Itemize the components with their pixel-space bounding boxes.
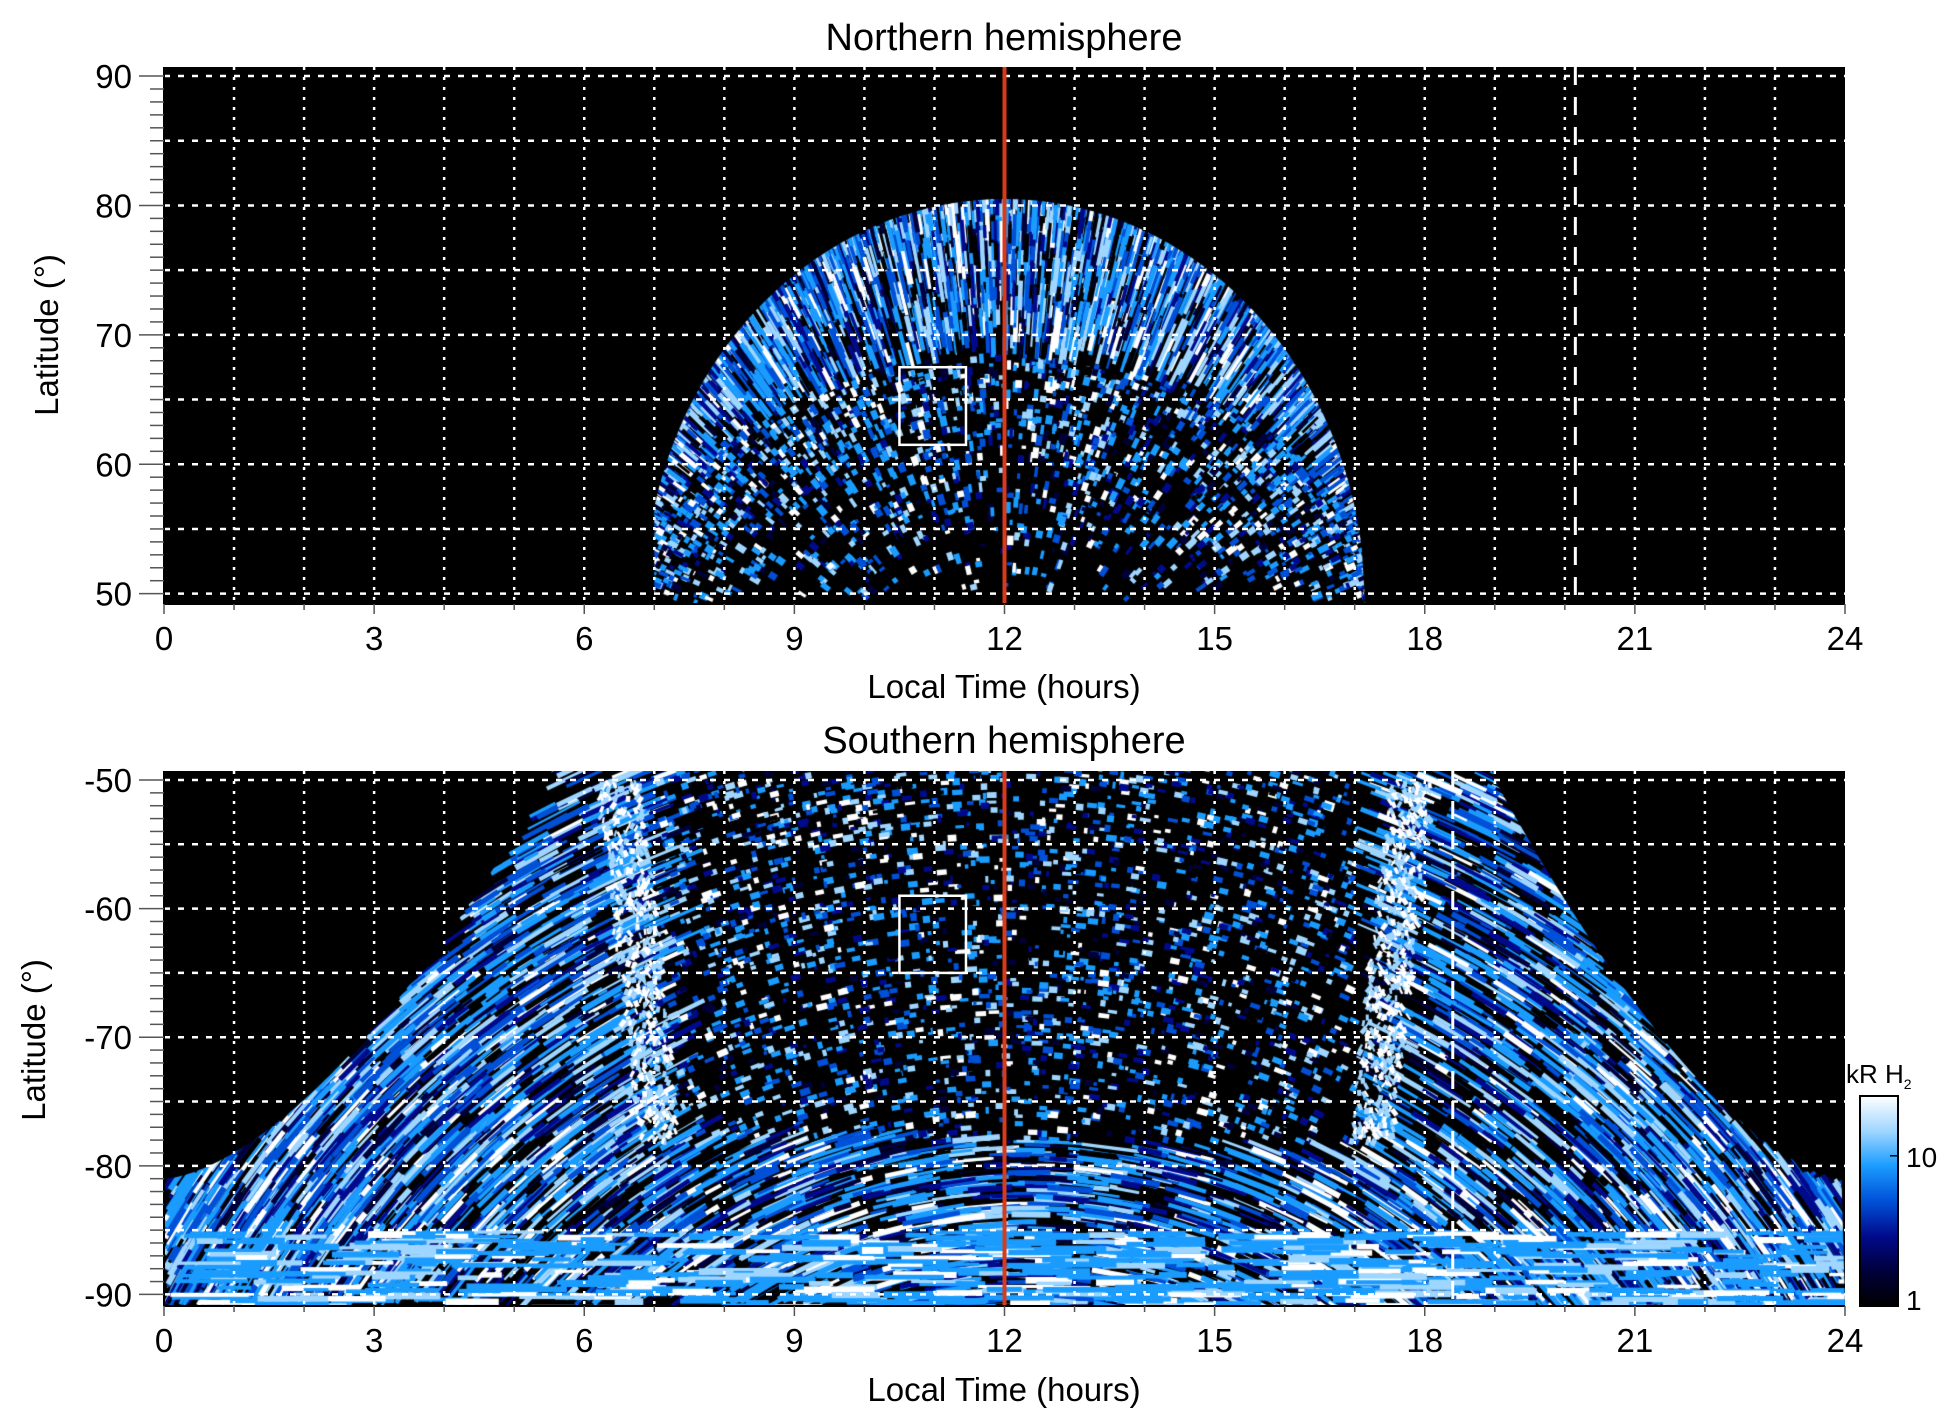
south-ylabel: Latitude (°) <box>15 959 52 1121</box>
x-tick-label: 6 <box>575 1322 593 1359</box>
region-box <box>898 894 968 975</box>
x-tick-label: 24 <box>1827 620 1864 657</box>
y-tick-label: -90 <box>84 1276 132 1313</box>
north-title: Northern hemisphere <box>826 17 1183 59</box>
x-tick-label: 12 <box>986 1322 1023 1359</box>
x-tick-label: 15 <box>1196 1322 1233 1359</box>
y-tick-label: 90 <box>95 58 132 95</box>
x-tick-label: 15 <box>1196 620 1233 657</box>
x-tick-label: 0 <box>155 1322 173 1359</box>
colorbar-label: kR H2 <box>1846 1059 1912 1092</box>
x-tick-label: 3 <box>365 1322 383 1359</box>
y-tick-label: -70 <box>84 1019 132 1056</box>
colorbar-label-text: kR H <box>1846 1059 1904 1089</box>
y-tick-label: 80 <box>95 187 132 224</box>
y-tick-label: -60 <box>84 891 132 928</box>
colorbar-frame <box>1859 1095 1899 1307</box>
x-tick-label: 18 <box>1406 1322 1443 1359</box>
colorbar-tick-label: 1 <box>1906 1285 1922 1316</box>
south-title: Southern hemisphere <box>822 720 1185 762</box>
x-tick-label: 24 <box>1827 1322 1864 1359</box>
north-ylabel: Latitude (°) <box>28 254 65 416</box>
x-tick-label: 6 <box>575 620 593 657</box>
x-tick-label: 9 <box>785 620 803 657</box>
y-tick-label: -80 <box>84 1148 132 1185</box>
x-tick-label: 3 <box>365 620 383 657</box>
y-tick-label: -50 <box>84 762 132 799</box>
colorbar-gradient <box>1860 1096 1898 1306</box>
colorbar-label-subscript: 2 <box>1904 1076 1912 1092</box>
north-xlabel: Local Time (hours) <box>867 668 1140 705</box>
y-tick-label: 70 <box>95 317 132 354</box>
x-tick-label: 0 <box>155 620 173 657</box>
x-tick-label: 12 <box>986 620 1023 657</box>
x-tick-label: 9 <box>785 1322 803 1359</box>
y-tick-label: 50 <box>95 576 132 613</box>
south-xlabel: Local Time (hours) <box>867 1371 1140 1408</box>
x-tick-label: 21 <box>1617 620 1654 657</box>
region-box <box>898 365 968 447</box>
x-tick-label: 21 <box>1617 1322 1654 1359</box>
colorbar-tick-label: 10 <box>1906 1142 1937 1173</box>
x-tick-label: 18 <box>1406 620 1443 657</box>
y-tick-label: 60 <box>95 446 132 483</box>
